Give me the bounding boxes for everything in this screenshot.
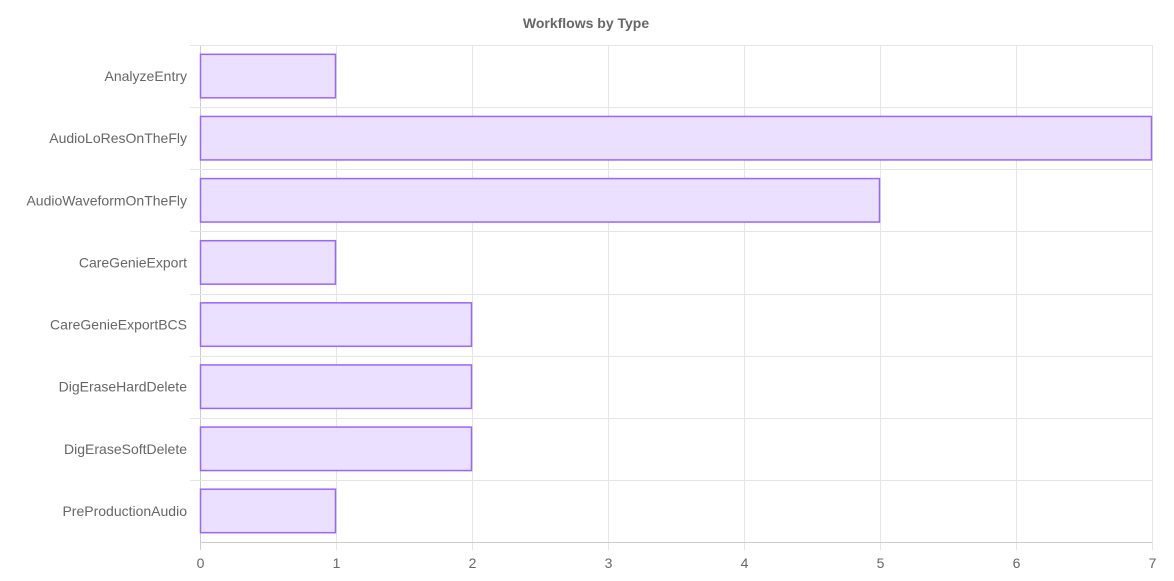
x-axis-labels: 0 1 2 3 4 5 6 7 bbox=[197, 555, 1157, 571]
bars bbox=[199, 53, 1153, 534]
x-tick-label: 3 bbox=[605, 555, 613, 571]
y-tick-label: CareGenieExportBCS bbox=[50, 317, 187, 333]
x-tick-label: 2 bbox=[469, 555, 477, 571]
bar bbox=[199, 53, 337, 99]
bar bbox=[199, 115, 1153, 161]
x-tick-label: 7 bbox=[1149, 555, 1157, 571]
bar bbox=[199, 302, 473, 348]
x-tick-label: 0 bbox=[197, 555, 205, 571]
y-axis-labels: AnalyzeEntry AudioLoResOnTheFly AudioWavef… bbox=[26, 68, 187, 519]
bar bbox=[199, 239, 337, 285]
x-tick-label: 5 bbox=[877, 555, 885, 571]
y-tick-label: CareGenieExport bbox=[79, 254, 187, 270]
bar bbox=[199, 488, 337, 534]
bar bbox=[199, 426, 473, 472]
y-tick-label: DigEraseSoftDelete bbox=[64, 441, 187, 457]
x-tick-label: 6 bbox=[1013, 555, 1021, 571]
chart-title: Workflows by Type bbox=[523, 15, 649, 31]
x-tick-label: 1 bbox=[333, 555, 341, 571]
y-tick-label: DigEraseHardDelete bbox=[59, 379, 188, 395]
y-tick-label: AudioLoResOnTheFly bbox=[49, 130, 187, 146]
y-tick-label: PreProductionAudio bbox=[62, 503, 187, 519]
y-tick-label: AnalyzeEntry bbox=[105, 68, 187, 84]
bar bbox=[199, 177, 881, 223]
y-tick-label: AudioWaveformOnTheFly bbox=[26, 192, 187, 208]
x-tick-label: 4 bbox=[741, 555, 749, 571]
bar bbox=[199, 364, 473, 410]
